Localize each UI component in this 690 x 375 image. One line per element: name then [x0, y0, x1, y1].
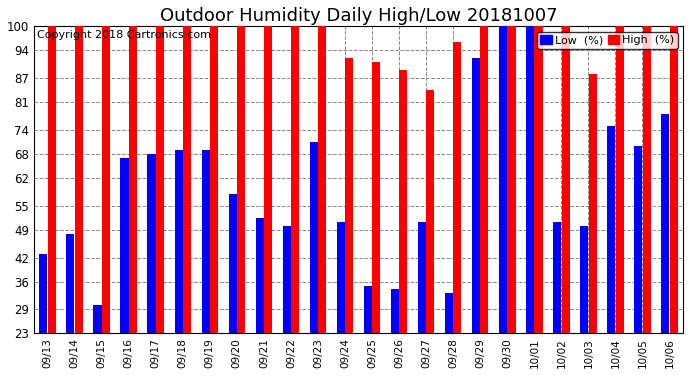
Legend: Low  (%), High  (%): Low (%), High (%) — [537, 32, 678, 49]
Bar — [526, 27, 534, 333]
Bar — [337, 222, 345, 333]
Bar — [183, 27, 191, 333]
Bar — [642, 27, 651, 333]
Bar — [264, 27, 272, 333]
Bar — [418, 222, 426, 333]
Bar — [75, 27, 83, 333]
Bar — [372, 62, 380, 333]
Bar — [256, 218, 264, 333]
Bar — [634, 146, 642, 333]
Bar — [201, 150, 210, 333]
Bar — [607, 126, 615, 333]
Text: Copyright 2018 Cartronics.com: Copyright 2018 Cartronics.com — [37, 30, 211, 40]
Bar — [39, 254, 48, 333]
Bar — [148, 154, 156, 333]
Bar — [175, 150, 183, 333]
Bar — [670, 27, 678, 333]
Bar — [426, 90, 435, 333]
Bar — [310, 142, 318, 333]
Bar — [364, 285, 372, 333]
Title: Outdoor Humidity Daily High/Low 20181007: Outdoor Humidity Daily High/Low 20181007 — [160, 7, 558, 25]
Bar — [210, 27, 218, 333]
Bar — [589, 74, 597, 333]
Bar — [535, 27, 542, 333]
Bar — [102, 27, 110, 333]
Bar — [121, 158, 128, 333]
Bar — [480, 27, 489, 333]
Bar — [553, 222, 561, 333]
Bar — [445, 294, 453, 333]
Bar — [291, 27, 299, 333]
Bar — [615, 27, 624, 333]
Bar — [562, 27, 570, 333]
Bar — [129, 27, 137, 333]
Bar — [400, 70, 407, 333]
Bar — [345, 58, 353, 333]
Bar — [93, 305, 101, 333]
Bar — [661, 114, 669, 333]
Bar — [507, 27, 515, 333]
Bar — [453, 42, 462, 333]
Bar — [156, 27, 164, 333]
Bar — [228, 194, 237, 333]
Bar — [391, 290, 399, 333]
Bar — [580, 226, 589, 333]
Bar — [237, 27, 245, 333]
Bar — [48, 27, 56, 333]
Bar — [318, 27, 326, 333]
Bar — [66, 234, 75, 333]
Bar — [472, 58, 480, 333]
Bar — [283, 226, 290, 333]
Bar — [499, 27, 507, 333]
